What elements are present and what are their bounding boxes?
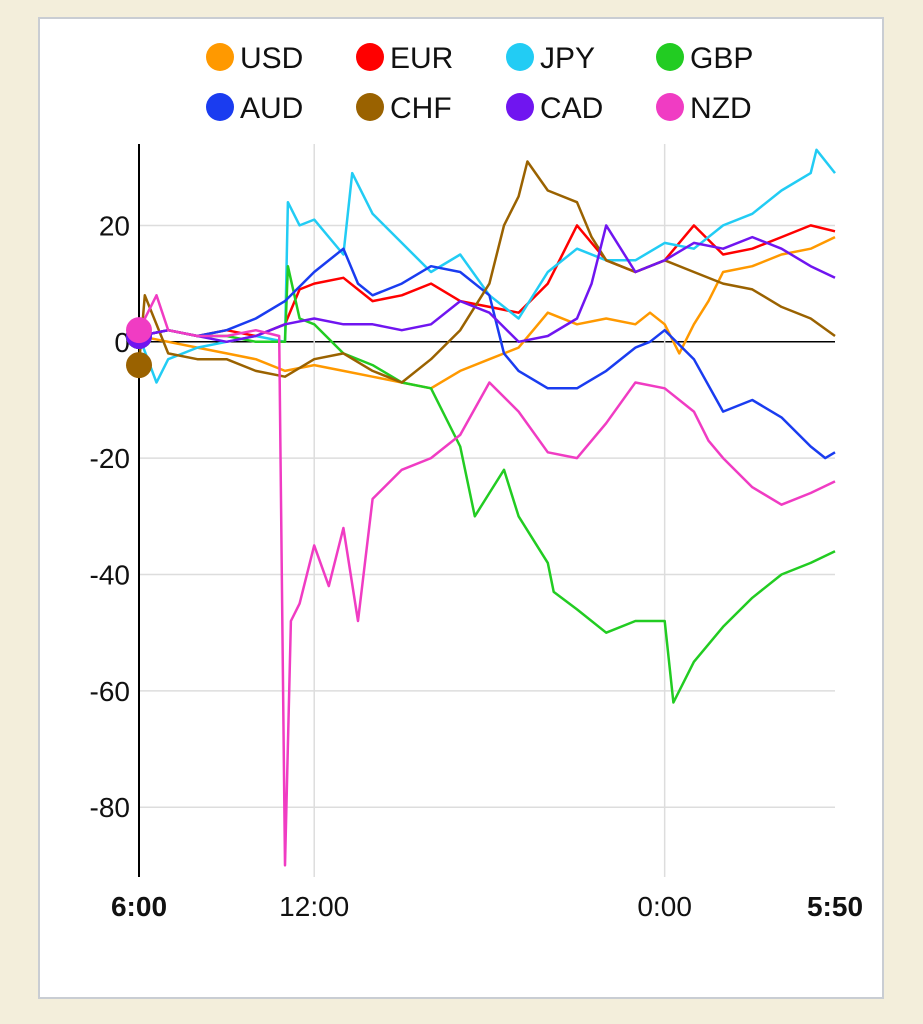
legend-swatch-usd bbox=[206, 43, 234, 71]
legend-swatch-jpy bbox=[506, 43, 534, 71]
series-line-gbp bbox=[138, 264, 836, 704]
series-line-eur bbox=[138, 224, 836, 338]
chart-panel: USD EUR JPY GBP AUD CHF CAD NZD 20 0 -20 -40 -60 -80… bbox=[38, 17, 884, 999]
y-tick-label: -80 bbox=[90, 792, 130, 823]
legend-swatch-gbp bbox=[656, 43, 684, 71]
x-tick-label: 5:50 bbox=[807, 891, 863, 922]
legend-label-chf: CHF bbox=[390, 92, 452, 125]
y-tick-label: -40 bbox=[90, 559, 130, 590]
series-line-nzd bbox=[137, 294, 836, 867]
x-axis: 6:00 12:00 0:00 5:50 bbox=[111, 891, 863, 922]
series-line-chf bbox=[137, 160, 836, 384]
y-tick-label: -20 bbox=[90, 443, 130, 474]
legend-swatch-cad bbox=[506, 93, 534, 121]
series-line-aud bbox=[138, 247, 836, 460]
series-line-jpy bbox=[137, 148, 836, 384]
x-tick-label: 0:00 bbox=[637, 891, 692, 922]
legend-swatch-nzd bbox=[656, 93, 684, 121]
legend-label-gbp: GBP bbox=[690, 42, 753, 75]
legend-label-eur: EUR bbox=[390, 42, 453, 75]
legend-swatch-eur bbox=[356, 43, 384, 71]
legend-label-cad: CAD bbox=[540, 92, 603, 125]
series-line-usd bbox=[138, 235, 836, 390]
legend-swatch-aud bbox=[206, 93, 234, 121]
legend-label-usd: USD bbox=[240, 42, 303, 75]
legend-label-aud: AUD bbox=[240, 92, 303, 125]
x-tick-label: 6:00 bbox=[111, 891, 167, 922]
start-marker-chf bbox=[126, 352, 152, 379]
y-axis: 200-20-40-60-80 bbox=[90, 144, 140, 877]
legend-label-jpy: JPY bbox=[540, 42, 595, 75]
legend-label-nzd: NZD bbox=[690, 92, 752, 125]
start-marker-nzd bbox=[126, 317, 152, 344]
chart-legend: USD EUR JPY GBP AUD CHF CAD NZD bbox=[206, 42, 753, 125]
series-line-cad bbox=[138, 224, 836, 344]
start-markers bbox=[126, 317, 152, 379]
y-tick-label: -60 bbox=[90, 676, 130, 707]
x-tick-label: 12:00 bbox=[279, 891, 349, 922]
y-tick-label: 20 bbox=[99, 210, 130, 241]
series-lines bbox=[137, 148, 836, 867]
legend-swatch-chf bbox=[356, 93, 384, 121]
